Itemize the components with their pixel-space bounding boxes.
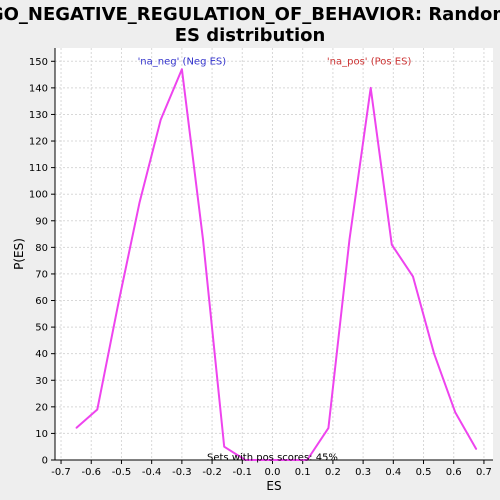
y-tick-label: 140 xyxy=(29,83,48,94)
x-tick-label: 0.6 xyxy=(446,467,462,478)
data-point xyxy=(454,411,456,413)
x-tick-label: 0.2 xyxy=(325,467,341,478)
y-axis-label: P(ES) xyxy=(12,238,26,270)
x-tick-label: 0.3 xyxy=(355,467,371,478)
y-tick-label: 70 xyxy=(35,269,48,280)
y-tick-label: 50 xyxy=(35,323,48,334)
x-tick-label: -0.5 xyxy=(112,467,132,478)
y-tick-label: 10 xyxy=(35,429,48,440)
x-tick-label: 0.0 xyxy=(265,467,281,478)
data-point xyxy=(96,408,98,410)
x-tick-label: -0.3 xyxy=(172,467,192,478)
x-tick-label: -0.2 xyxy=(202,467,222,478)
data-point xyxy=(370,87,372,89)
y-tick-label: 0 xyxy=(42,456,48,467)
y-tick-label: 110 xyxy=(29,163,48,174)
plot-area xyxy=(55,48,493,460)
y-ticks: 0 10 20 30 40 50 60 70 80 90 100 110 120 130 140 150 xyxy=(29,57,55,467)
annotations: 'na_neg' (Neg ES) 'na_pos' (Pos ES) Sets w… xyxy=(138,56,412,463)
data-point xyxy=(223,446,225,448)
y-tick-label: 100 xyxy=(29,190,48,201)
data-point xyxy=(306,459,308,461)
data-point xyxy=(139,201,141,203)
y-tick-label: 20 xyxy=(35,402,48,413)
x-tick-label: 0.5 xyxy=(416,467,432,478)
x-tick-label: 0.7 xyxy=(476,467,492,478)
y-tick-label: 30 xyxy=(35,376,48,387)
x-tick-label: -0.6 xyxy=(81,467,101,478)
y-tick-label: 150 xyxy=(29,57,48,68)
x-axis-label: ES xyxy=(266,479,281,493)
x-tick-label: -0.4 xyxy=(142,467,162,478)
y-tick-label: 60 xyxy=(35,296,48,307)
annotation-label: Sets with pos scores: 45% xyxy=(207,452,338,463)
y-tick-label: 120 xyxy=(29,137,48,148)
data-point xyxy=(412,276,414,278)
x-tick-label: 0.1 xyxy=(295,467,311,478)
y-tick-label: 80 xyxy=(35,243,48,254)
y-tick-label: 130 xyxy=(29,110,48,121)
data-point xyxy=(202,238,204,240)
data-point xyxy=(391,244,393,246)
data-point xyxy=(75,427,77,429)
chart-title-line-1: GO_NEGATIVE_REGULATION_OF_BEHAVIOR: Rand… xyxy=(0,4,500,25)
data-point xyxy=(181,68,183,70)
data-point xyxy=(433,353,435,355)
x-tick-label: 0.4 xyxy=(385,467,401,478)
data-point xyxy=(160,119,162,121)
y-tick-label: 90 xyxy=(35,216,48,227)
annotation-label: 'na_neg' (Neg ES) xyxy=(138,56,227,67)
annotation-label: 'na_pos' (Pos ES) xyxy=(327,56,412,67)
data-point xyxy=(475,448,477,450)
data-point xyxy=(327,427,329,429)
es-distribution-line xyxy=(75,68,478,461)
data-point xyxy=(117,302,119,304)
data-point xyxy=(349,238,351,240)
x-tick-label: -0.7 xyxy=(51,467,71,478)
series xyxy=(75,68,478,461)
y-tick-label: 40 xyxy=(35,349,48,360)
x-tick-label: -0.1 xyxy=(233,467,253,478)
x-ticks: -0.7 -0.6 -0.5 -0.4 -0.3 -0.2 -0.1 0.0 0.1 0.2 0.3… xyxy=(51,460,492,478)
data-point xyxy=(244,459,246,461)
chart-title-line-2: ES distribution xyxy=(175,25,326,46)
